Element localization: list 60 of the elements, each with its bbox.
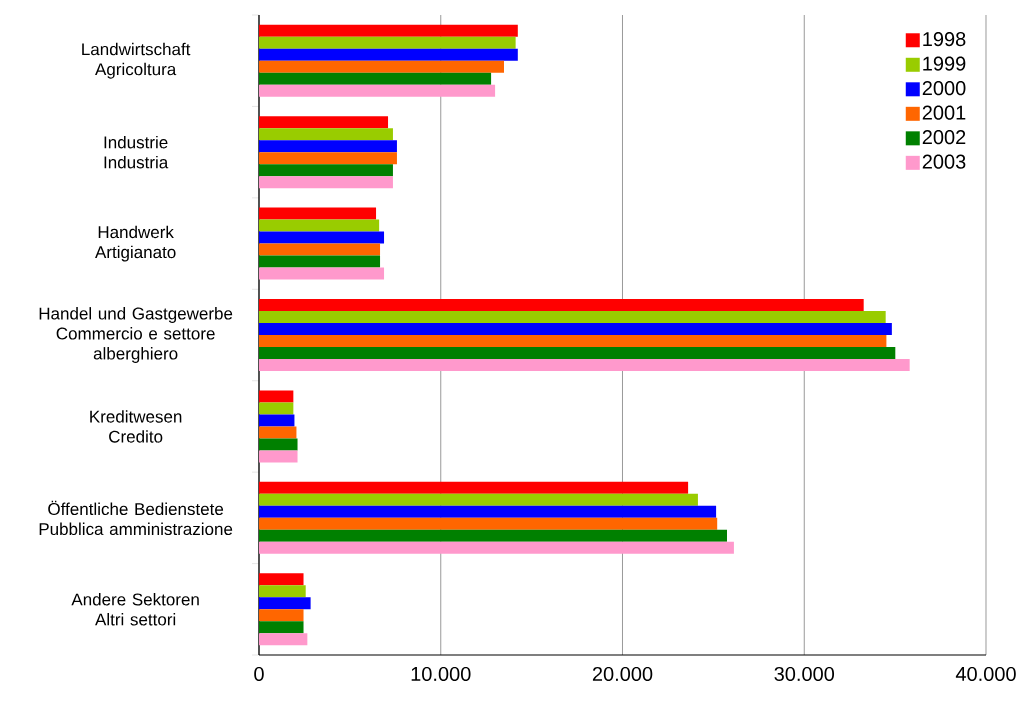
- bar: [259, 347, 896, 360]
- y-tick-label: Landwirtschaft Agricoltura: [82, 42, 191, 79]
- bar: [259, 609, 304, 622]
- bar: [259, 231, 385, 244]
- bar: [259, 207, 377, 220]
- bar: [259, 267, 385, 280]
- bar: [259, 176, 393, 189]
- bar: [259, 597, 311, 610]
- bar: [259, 219, 380, 232]
- bar: [259, 140, 397, 153]
- bar: [259, 36, 516, 49]
- legend-label: 1998: [923, 32, 966, 47]
- y-tick-label: Handwerk Artigianato: [95, 225, 176, 262]
- bar: [259, 72, 492, 85]
- bar: [259, 311, 886, 324]
- bar: [259, 299, 864, 312]
- bar: [259, 414, 295, 427]
- bar: [259, 60, 504, 73]
- bar: [259, 84, 496, 97]
- x-tick-label: 40.000: [955, 666, 1016, 682]
- bar: [259, 621, 304, 634]
- x-tick-label: 10.000: [411, 666, 471, 682]
- bar: [259, 450, 298, 463]
- legend-label: 2003: [922, 154, 966, 169]
- bar: [259, 390, 294, 403]
- y-tick-label: Andere Sektoren Altri settori: [71, 593, 199, 626]
- bar: [259, 335, 887, 348]
- bar: [259, 243, 381, 256]
- bar: [259, 152, 397, 165]
- bar: [259, 402, 294, 415]
- y-tick-label: Handel und Gastgewerbe Commercio e settore alberghiero: [39, 307, 233, 363]
- bar: [259, 541, 734, 554]
- bar: [259, 255, 381, 268]
- legend-label: 2002: [922, 130, 966, 145]
- bar: [259, 517, 718, 530]
- bar: [259, 585, 306, 598]
- x-tick-label: 0: [254, 666, 264, 682]
- y-tick-label: Kreditwesen Credito: [90, 410, 182, 443]
- bar: [259, 493, 698, 506]
- bar: [259, 633, 308, 646]
- bar: [259, 48, 518, 61]
- bar: [259, 529, 728, 542]
- bar: [259, 426, 297, 439]
- legend-label: 1999: [923, 56, 966, 71]
- bar: [259, 481, 689, 494]
- bar: [259, 505, 717, 518]
- x-tick-label: 30.000: [774, 666, 835, 682]
- bar: [259, 24, 518, 37]
- y-tick-label: Industrie Industria: [104, 135, 169, 169]
- x-tick-label: 20.000: [592, 666, 653, 682]
- bar: [259, 359, 910, 372]
- bar: [259, 323, 892, 336]
- bar: [259, 116, 389, 129]
- legend-label: 2000: [922, 81, 966, 96]
- y-tick-label: Öffentliche Bedienstete Pubblica amministrazione: [39, 500, 233, 536]
- bar: [259, 128, 393, 141]
- bar: [259, 164, 393, 177]
- legend-label: 2001: [922, 105, 966, 120]
- bar: [259, 438, 298, 451]
- bar: [259, 573, 304, 586]
